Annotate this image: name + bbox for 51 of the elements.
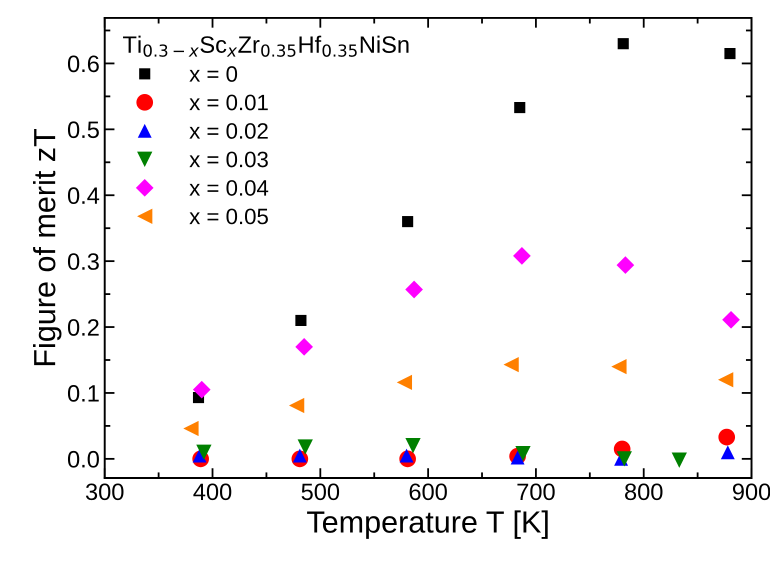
legend-label: x = 0.03 xyxy=(189,152,268,168)
y-tick-label: 0.5 xyxy=(68,121,99,138)
x-tick-label: 800 xyxy=(625,483,662,500)
y-tick-label: 0.6 xyxy=(68,55,99,72)
point xyxy=(724,48,736,60)
x-tick-label: 400 xyxy=(193,483,232,500)
x-axis-title: Temperature T [K] xyxy=(307,510,548,539)
point xyxy=(616,256,634,274)
x-tick-label: 500 xyxy=(302,483,340,500)
x-tick-label: 900 xyxy=(732,483,770,500)
point xyxy=(396,374,412,390)
point xyxy=(513,247,531,265)
point xyxy=(405,280,423,298)
text: Ti$_{0.3−x}$Sc$_{x}$Zr$_{0.35}$Hf$_{0.35}$NiSn xyxy=(123,36,408,57)
legend-label: x = 0.02 xyxy=(189,123,268,139)
point xyxy=(405,438,421,454)
y-tick-label: 0.4 xyxy=(68,187,100,204)
point xyxy=(515,446,531,462)
point xyxy=(514,102,526,114)
y-tick-label: 0.3 xyxy=(68,253,99,270)
point xyxy=(510,450,525,464)
y-tick-label: 0.2 xyxy=(68,319,99,336)
legend-label: x = 0 xyxy=(189,66,238,82)
point xyxy=(192,380,211,398)
point xyxy=(722,310,740,329)
point xyxy=(672,452,687,468)
point xyxy=(718,428,736,446)
y-axis-title: Figure of merit zT xyxy=(33,128,62,366)
point xyxy=(616,451,632,466)
point xyxy=(503,356,519,372)
point xyxy=(292,448,307,463)
point xyxy=(618,38,629,50)
point xyxy=(295,338,313,356)
point xyxy=(183,420,199,436)
point xyxy=(196,444,212,460)
legend-label: x = 0.04 xyxy=(189,180,268,196)
point xyxy=(718,372,734,388)
legend-label: x = 0.05 xyxy=(189,208,268,224)
x-tick-label: 300 xyxy=(86,483,124,500)
x-tick-label: 700 xyxy=(517,483,555,500)
point xyxy=(720,445,735,460)
point xyxy=(295,314,306,326)
point xyxy=(288,398,304,414)
y-tick-label: 0.0 xyxy=(68,450,99,468)
point xyxy=(298,439,313,455)
point xyxy=(402,216,414,228)
y-tick-label: 0.1 xyxy=(68,385,99,402)
x-tick-label: 600 xyxy=(410,483,447,500)
point xyxy=(611,358,627,374)
point xyxy=(400,448,414,463)
legend-label: x = 0.01 xyxy=(189,94,268,110)
